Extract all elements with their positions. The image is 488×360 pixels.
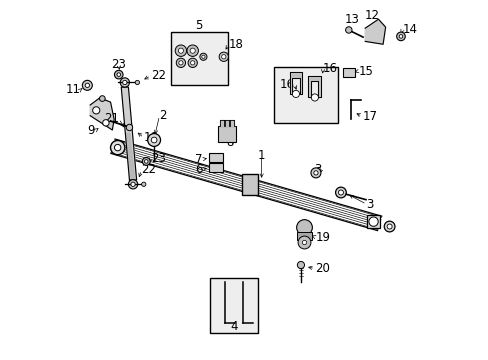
Circle shape bbox=[186, 45, 198, 57]
Polygon shape bbox=[289, 72, 302, 94]
Bar bbox=[274, 67, 337, 123]
Circle shape bbox=[190, 61, 194, 65]
Circle shape bbox=[384, 221, 394, 232]
Circle shape bbox=[302, 240, 306, 245]
Text: 11: 11 bbox=[65, 84, 80, 96]
Circle shape bbox=[131, 182, 135, 186]
Text: 16: 16 bbox=[323, 62, 337, 75]
Bar bbox=[343, 68, 354, 77]
Text: 4: 4 bbox=[229, 320, 237, 333]
Circle shape bbox=[147, 134, 160, 147]
Polygon shape bbox=[229, 120, 234, 126]
Circle shape bbox=[311, 94, 318, 101]
Circle shape bbox=[221, 55, 225, 59]
Circle shape bbox=[190, 48, 195, 53]
Circle shape bbox=[126, 124, 132, 131]
Text: 7: 7 bbox=[194, 153, 202, 166]
Circle shape bbox=[114, 144, 121, 151]
Text: 3: 3 bbox=[366, 198, 373, 211]
Circle shape bbox=[142, 157, 150, 165]
Text: 10: 10 bbox=[143, 131, 158, 144]
Circle shape bbox=[188, 58, 197, 67]
Bar bbox=[209, 278, 257, 333]
Circle shape bbox=[297, 261, 304, 269]
Text: 15: 15 bbox=[358, 64, 373, 77]
Text: 23: 23 bbox=[111, 58, 126, 72]
Bar bbox=[209, 163, 222, 172]
Text: 5: 5 bbox=[195, 19, 202, 32]
Text: 19: 19 bbox=[315, 231, 329, 244]
Circle shape bbox=[313, 171, 317, 175]
Text: 13: 13 bbox=[344, 13, 358, 26]
Circle shape bbox=[202, 55, 204, 58]
Text: 18: 18 bbox=[228, 39, 243, 51]
Text: 20: 20 bbox=[315, 262, 329, 275]
Circle shape bbox=[128, 180, 138, 189]
Bar bbox=[170, 32, 227, 85]
Circle shape bbox=[296, 220, 312, 235]
Circle shape bbox=[135, 80, 139, 85]
Circle shape bbox=[85, 83, 89, 87]
Circle shape bbox=[338, 190, 343, 195]
Circle shape bbox=[175, 45, 186, 57]
Bar bbox=[296, 232, 311, 240]
Circle shape bbox=[82, 80, 92, 90]
Circle shape bbox=[120, 78, 129, 87]
Text: 22: 22 bbox=[142, 163, 156, 176]
Circle shape bbox=[93, 107, 100, 114]
Text: 22: 22 bbox=[151, 69, 165, 82]
Text: 6: 6 bbox=[194, 163, 202, 176]
Bar bbox=[217, 126, 235, 142]
Circle shape bbox=[122, 80, 127, 85]
Polygon shape bbox=[220, 120, 224, 126]
Text: 2: 2 bbox=[159, 109, 166, 122]
Text: 23: 23 bbox=[151, 152, 166, 165]
Polygon shape bbox=[126, 134, 135, 180]
Circle shape bbox=[142, 182, 145, 186]
Circle shape bbox=[179, 61, 183, 65]
Text: 9: 9 bbox=[87, 124, 95, 137]
Circle shape bbox=[117, 73, 121, 76]
Text: 21: 21 bbox=[103, 112, 119, 125]
Bar bbox=[242, 175, 257, 195]
Polygon shape bbox=[365, 19, 385, 44]
Circle shape bbox=[144, 159, 148, 163]
Circle shape bbox=[200, 53, 206, 60]
Circle shape bbox=[398, 35, 402, 38]
Circle shape bbox=[298, 236, 310, 249]
Circle shape bbox=[176, 58, 185, 67]
Circle shape bbox=[368, 217, 377, 226]
Polygon shape bbox=[90, 98, 114, 130]
Text: 16: 16 bbox=[279, 78, 294, 91]
Circle shape bbox=[151, 137, 157, 143]
Circle shape bbox=[386, 224, 391, 229]
Text: 3: 3 bbox=[313, 163, 321, 176]
Text: 17: 17 bbox=[362, 110, 377, 123]
Circle shape bbox=[396, 32, 405, 41]
Text: 14: 14 bbox=[402, 23, 417, 36]
Circle shape bbox=[110, 140, 124, 155]
Circle shape bbox=[310, 168, 320, 178]
Circle shape bbox=[178, 48, 183, 53]
Text: 1: 1 bbox=[257, 149, 265, 162]
Circle shape bbox=[99, 96, 105, 102]
Circle shape bbox=[219, 52, 228, 62]
Text: 12: 12 bbox=[364, 9, 379, 22]
Bar bbox=[209, 153, 222, 162]
Text: 8: 8 bbox=[226, 136, 233, 149]
Circle shape bbox=[345, 27, 351, 33]
Circle shape bbox=[335, 187, 346, 198]
Polygon shape bbox=[121, 87, 136, 180]
Circle shape bbox=[292, 90, 299, 98]
Bar bbox=[366, 215, 380, 229]
Circle shape bbox=[114, 70, 123, 79]
Circle shape bbox=[102, 120, 109, 126]
Polygon shape bbox=[308, 76, 321, 98]
Polygon shape bbox=[224, 120, 229, 126]
